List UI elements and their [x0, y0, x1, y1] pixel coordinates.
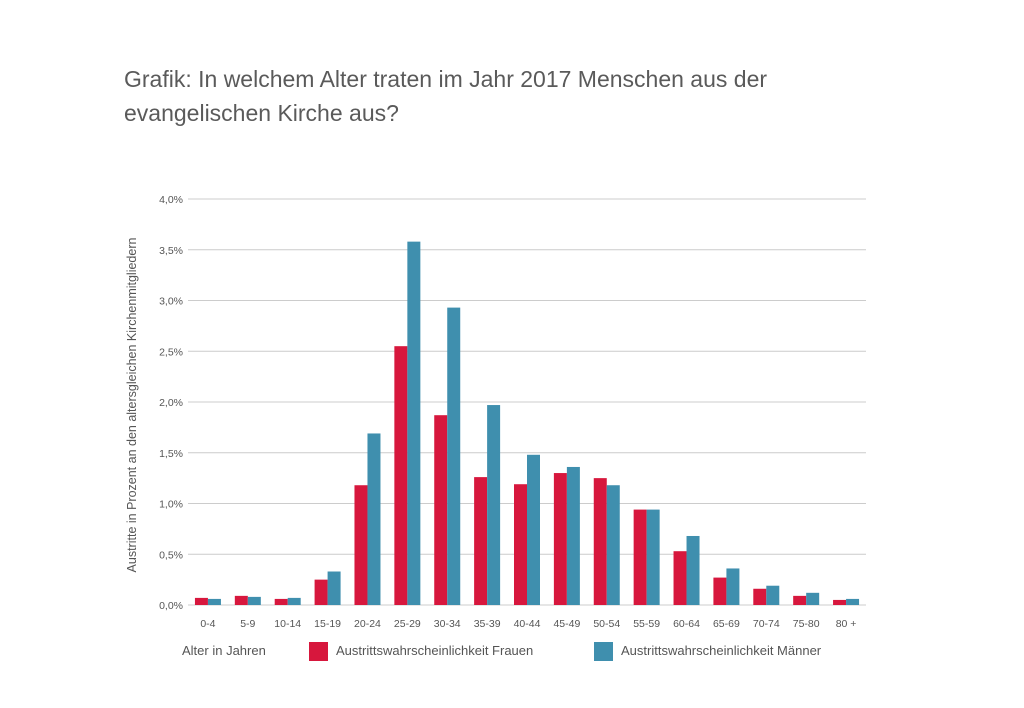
x-tick-label: 15-19	[314, 618, 341, 630]
bar-frauen	[833, 599, 847, 605]
bar-maenner	[806, 592, 820, 605]
bar-maenner	[487, 405, 501, 605]
x-tick-label: 65-69	[713, 618, 740, 630]
x-tick-label: 55-59	[633, 618, 660, 630]
x-tick-label: 20-24	[354, 618, 381, 630]
bar-maenner	[686, 535, 700, 605]
y-tick-label: 0,5%	[159, 549, 183, 561]
bar-frauen	[673, 551, 687, 605]
bar-maenner	[367, 433, 381, 605]
y-tick-label: 4,0%	[159, 194, 183, 206]
bar-frauen	[274, 598, 288, 605]
bar-frauen	[314, 579, 328, 605]
bar-maenner	[327, 571, 341, 605]
bar-maenner	[646, 509, 660, 605]
bar-frauen	[593, 478, 607, 605]
legend-label-frauen: Austrittswahrscheinlichkeit Frauen	[336, 643, 533, 658]
bar-maenner	[726, 568, 740, 605]
bar-frauen	[394, 346, 408, 605]
x-tick-label: 75-80	[793, 618, 820, 630]
x-tick-label: 70-74	[753, 618, 780, 630]
y-tick-label: 3,0%	[159, 296, 183, 308]
bar-frauen	[514, 484, 527, 605]
y-tick-label: 1,5%	[159, 448, 183, 460]
bar-frauen	[194, 597, 208, 605]
bar-maenner	[287, 597, 301, 605]
bar-frauen	[434, 415, 448, 605]
chart-title: Grafik: In welchem Alter traten im Jahr …	[124, 66, 768, 126]
x-tick-label: 50-54	[593, 618, 620, 630]
x-tick-label: 60-64	[673, 618, 700, 630]
bar-frauen	[553, 473, 567, 605]
x-tick-labels: 0-4 5-9 10-14 15-19 20-24 25-29 30-34 35-39 40-4…	[200, 618, 856, 630]
bar-frauen	[234, 595, 248, 605]
bar-frauen	[793, 595, 807, 605]
bar-maenner	[566, 466, 580, 605]
x-tick-label: 35-39	[474, 618, 501, 630]
bar-frauen	[474, 477, 488, 605]
y-tick-label: 3,5%	[159, 245, 183, 257]
x-tick-label: 30-34	[434, 618, 461, 630]
bar-maenner	[447, 307, 461, 605]
bar-maenner	[527, 454, 540, 605]
x-tick-label: 80 +	[836, 618, 857, 630]
bar-frauen	[633, 509, 647, 605]
x-tick-label: 25-29	[394, 618, 421, 630]
y-tick-labels: 0,0% 0,5% 1,0% 1,5% 2,0% 2,5% 3,0% 3,5% 4,0%	[159, 194, 183, 612]
x-axis-label: Alter in Jahren	[182, 643, 266, 658]
bar-maenner	[846, 598, 860, 605]
x-tick-label: 10-14	[274, 618, 301, 630]
y-tick-label: 2,0%	[159, 397, 183, 409]
bar-frauen	[753, 588, 767, 605]
y-axis-label: Austritte in Prozent an den altersgleich…	[125, 237, 139, 572]
bars	[194, 241, 860, 605]
x-tick-label: 5-9	[240, 618, 255, 630]
bar-maenner	[407, 241, 421, 605]
x-tick-label: 45-49	[553, 618, 580, 630]
legend: Alter in Jahren Austrittswahrscheinlichk…	[182, 642, 822, 661]
bar-frauen	[354, 485, 368, 605]
bar-maenner	[606, 485, 620, 605]
bar-maenner	[207, 598, 221, 605]
y-tick-label: 1,0%	[159, 499, 183, 511]
legend-swatch-maenner	[594, 642, 613, 661]
legend-swatch-frauen	[309, 642, 328, 661]
legend-label-maenner: Austrittswahrscheinlichkeit Männer	[621, 643, 822, 658]
bar-maenner	[766, 585, 780, 605]
y-tick-label: 0,0%	[159, 600, 183, 612]
y-tick-label: 2,5%	[159, 346, 183, 358]
bar-maenner	[247, 596, 261, 605]
x-tick-label: 0-4	[200, 618, 215, 630]
bar-frauen	[713, 577, 727, 605]
x-tick-label: 40-44	[514, 618, 541, 630]
